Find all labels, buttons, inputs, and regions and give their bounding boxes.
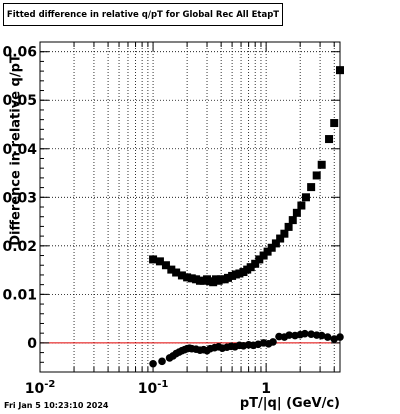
plot-frame (39, 41, 341, 373)
data-point-square (161, 261, 170, 270)
data-point-square (267, 243, 276, 252)
data-point-square (325, 135, 334, 144)
data-point-circle (317, 331, 326, 340)
y-tick-label: 0.03 (2, 190, 37, 206)
data-point-square (183, 273, 192, 282)
data-point-square (149, 255, 158, 264)
y-tick-label: 0.04 (2, 142, 37, 158)
data-point-square (284, 222, 293, 231)
data-point-circle (269, 338, 277, 346)
data-point-square (255, 255, 264, 264)
data-point-circle (330, 335, 339, 343)
data-point-square (280, 229, 289, 238)
x-axis-label: pT/|q| (GeV/c) (239, 396, 340, 411)
y-tick-label: 0.02 (2, 239, 37, 255)
y-tick-label: 0 (27, 336, 37, 352)
x-tick-label: 1 (261, 381, 271, 397)
data-point-square (317, 160, 326, 169)
data-point-circle (323, 333, 332, 341)
data-point-circle (301, 329, 309, 338)
data-series (149, 66, 344, 368)
data-point-square (187, 274, 196, 283)
data-point-square (312, 171, 321, 180)
timestamp: Fri Jan 5 10:23:10 2024 (4, 401, 109, 410)
data-point-square (271, 239, 280, 248)
data-point-square (297, 201, 306, 210)
y-axis-label: Difference in relative q/pT (8, 54, 24, 246)
data-point-square (307, 183, 316, 192)
data-point-square (167, 265, 176, 274)
x-tick-label: 10-1 (138, 379, 169, 397)
x-tick-label: 10-2 (25, 379, 56, 397)
data-point-square (330, 119, 339, 128)
data-point-square (246, 263, 255, 272)
data-point-square (235, 269, 244, 278)
data-point-square (292, 208, 301, 217)
data-point-square (288, 216, 297, 225)
data-point-square (301, 193, 310, 202)
data-point-circle (285, 331, 294, 339)
data-point-square (177, 271, 186, 280)
data-point-circle (158, 357, 166, 366)
data-point-square (155, 257, 164, 266)
data-point-square (172, 268, 181, 277)
y-tick-label: 0.06 (2, 45, 37, 61)
chart-title: Fitted difference in relative q/pT for G… (3, 3, 283, 26)
data-point-square (251, 259, 260, 268)
y-tick-label: 0.01 (2, 287, 37, 303)
data-point-square (263, 247, 272, 256)
grid (39, 42, 340, 372)
data-point-square (224, 273, 233, 282)
y-tick-label: 0.05 (2, 93, 37, 109)
data-point-square (276, 234, 285, 243)
axes: 0 0.01 0.02 0.03 0.04 0.05 0.06 10-2 10-1 1 (2, 41, 340, 397)
